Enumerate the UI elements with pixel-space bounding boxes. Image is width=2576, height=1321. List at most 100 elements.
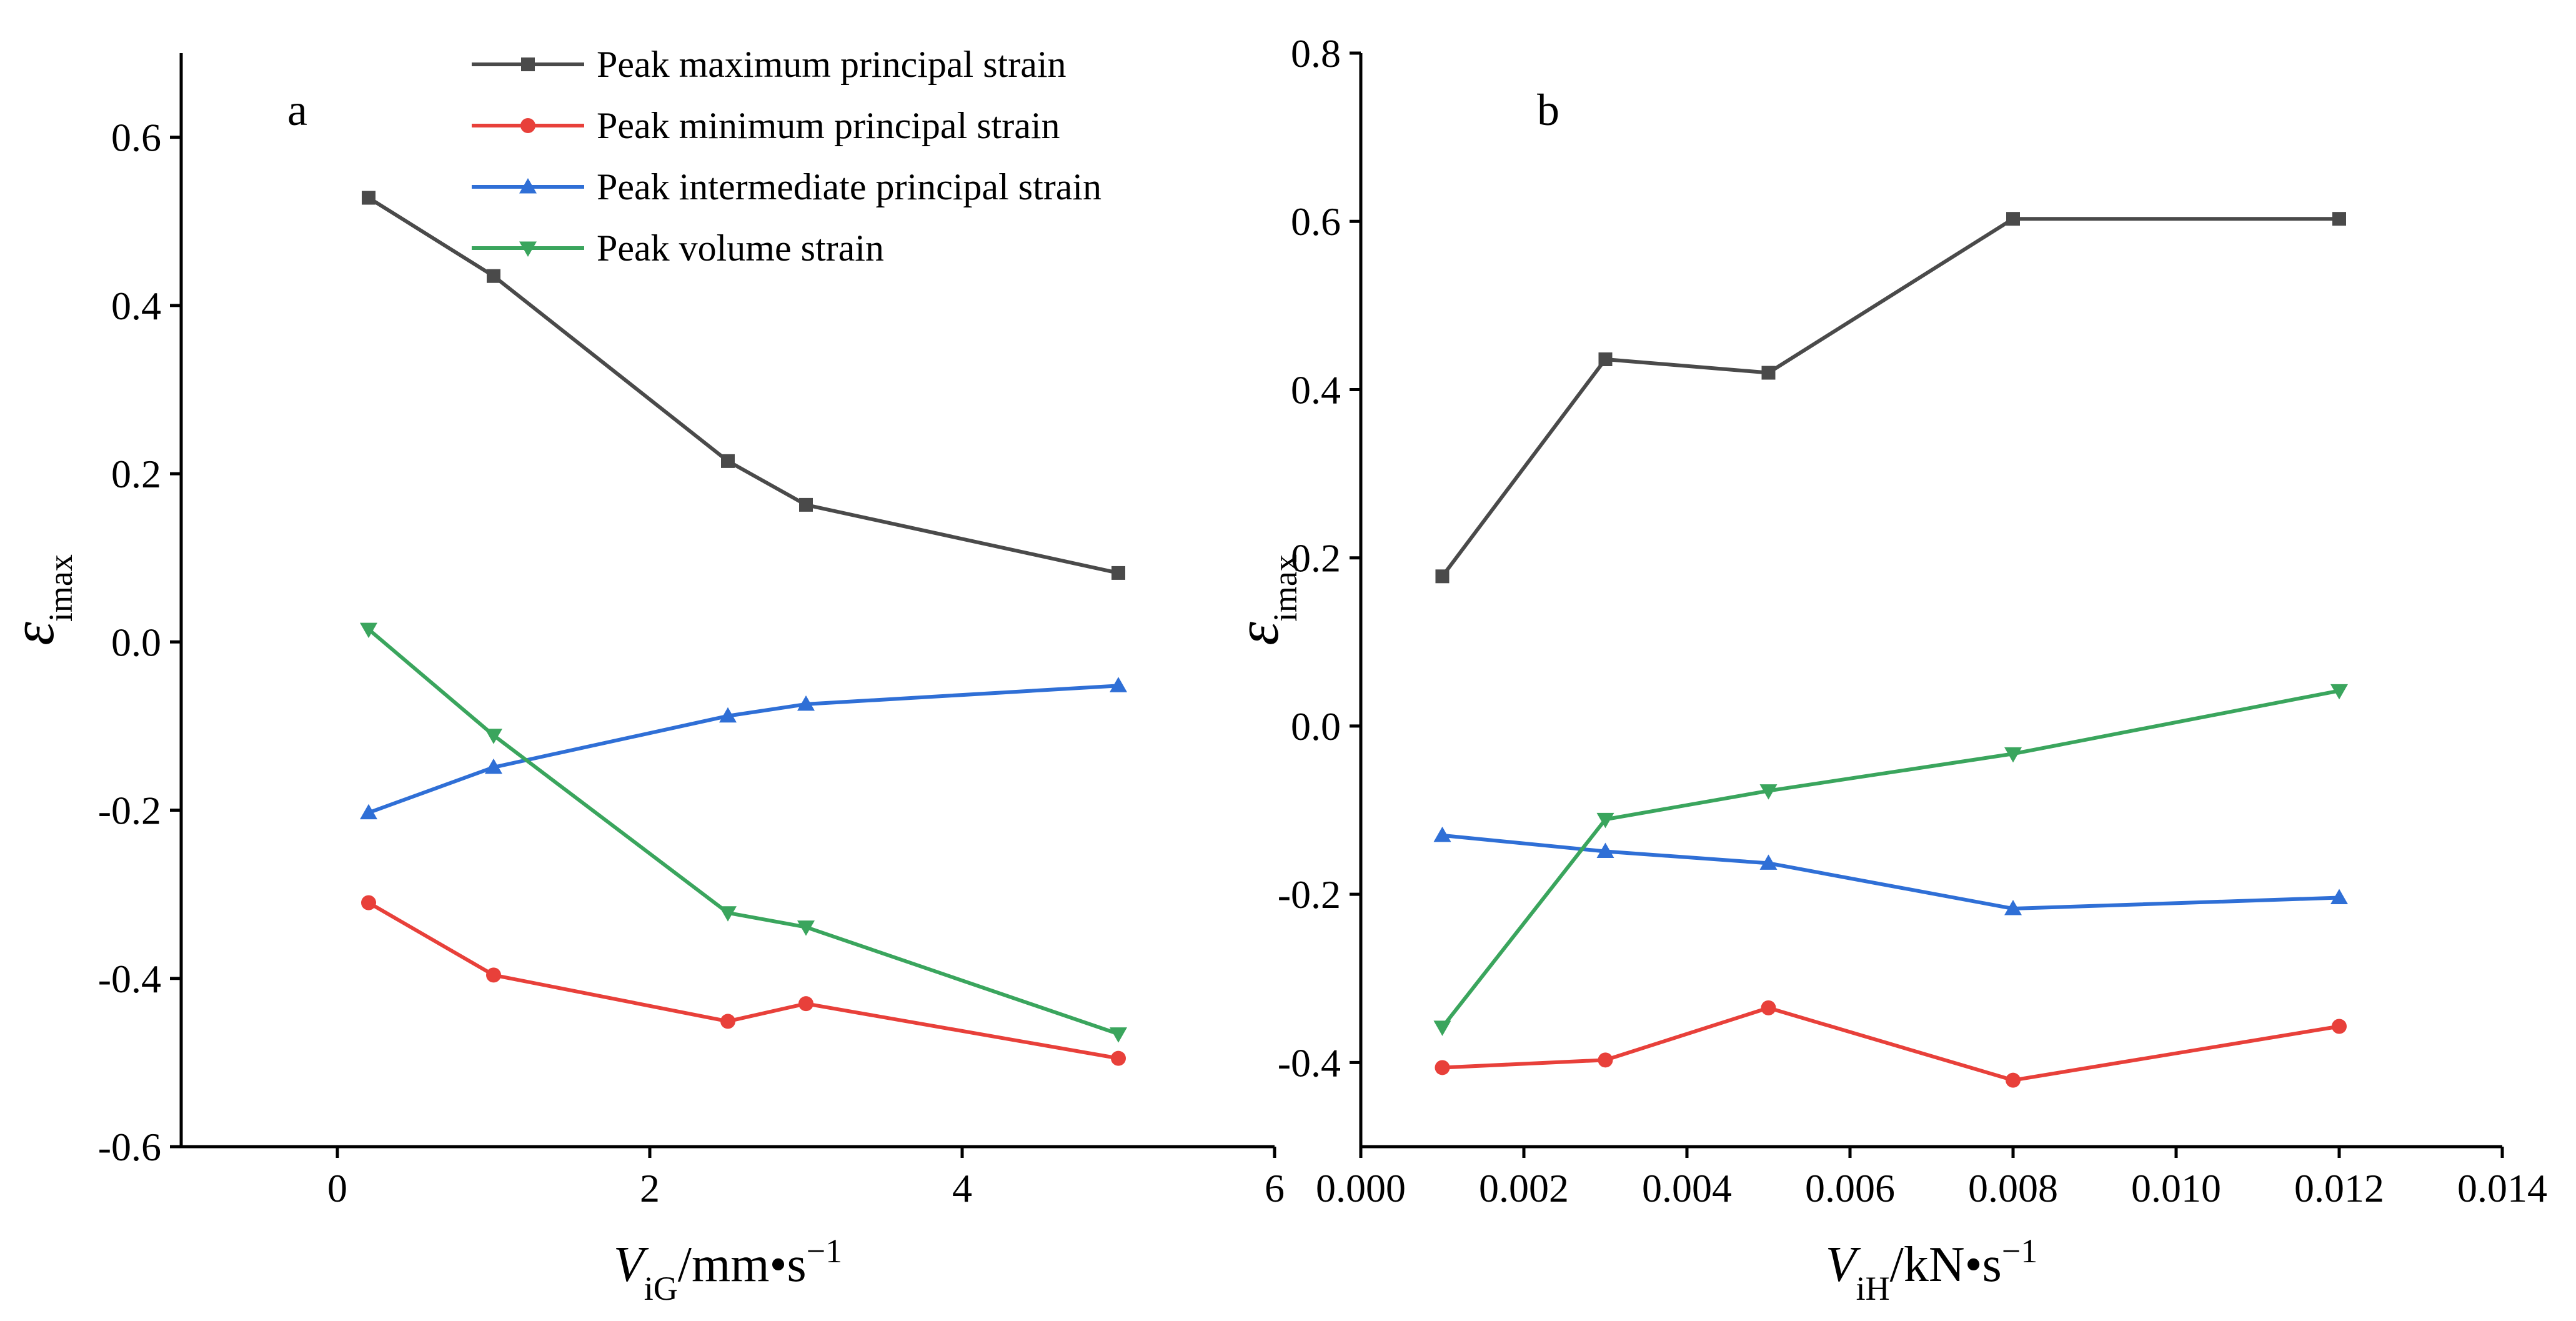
x-tick-label: 0.002 (1479, 1166, 1569, 1210)
legend-label: Peak maximum principal strain (597, 44, 1067, 85)
y-tick-label: -0.2 (98, 789, 161, 833)
panel-label: b (1537, 85, 1559, 135)
data-point (1111, 566, 1125, 580)
series-line (1441, 689, 2340, 1029)
x-tick-label: 0.008 (1968, 1166, 2058, 1210)
legend-label: Peak volume strain (597, 227, 884, 269)
data-point (485, 758, 502, 774)
data-point (1759, 854, 1778, 870)
data-point (1110, 1027, 1127, 1043)
x-tick-label: 0.004 (1642, 1166, 1732, 1210)
data-point (2004, 900, 2022, 915)
x-tick-label: 0.014 (2457, 1166, 2547, 1210)
x-tick-label: 0 (327, 1166, 347, 1210)
panel-a: -0.6 -0.4 -0.2 0.0 0.2 0.4 0.6 0 2 4 6 a ViG/mm•s−1 ε… (0, 53, 1285, 1307)
y-tick-label: 0.6 (111, 116, 161, 160)
data-point (1111, 1050, 1126, 1066)
data-point (1759, 784, 1778, 800)
series-triangle-up (360, 677, 1127, 820)
data-point (362, 191, 375, 205)
data-point (719, 906, 737, 922)
series-line (367, 627, 1119, 1036)
y-tick-label: 0.4 (111, 284, 161, 328)
data-point (1433, 826, 1451, 842)
data-point (1435, 569, 1450, 584)
data-point (360, 622, 377, 639)
legend: Peak maximum principal strain Peak minimu… (472, 44, 1102, 269)
legend-label: Peak minimum principal strain (597, 105, 1060, 146)
series-square (1435, 212, 2346, 584)
series-triangle-down (360, 622, 1127, 1043)
series-triangle-up (1433, 826, 2348, 915)
y-tick-label: -0.6 (98, 1125, 161, 1169)
legend-marker (519, 241, 537, 257)
y-tick-label: 0.8 (1291, 31, 1341, 76)
data-point (797, 695, 815, 711)
data-point (1598, 1052, 1613, 1068)
data-point (2006, 1072, 2021, 1088)
series-triangle-down (1433, 684, 2348, 1036)
data-point (487, 269, 500, 283)
y-tick-label: 0.0 (1291, 704, 1341, 749)
x-tick-label: 4 (952, 1166, 972, 1210)
series-line (367, 684, 1119, 815)
data-point (797, 920, 815, 936)
data-point (1433, 1020, 1451, 1036)
y-tick-label: 0.4 (1291, 367, 1341, 412)
data-point (2332, 1019, 2347, 1034)
data-point (361, 895, 376, 910)
data-point (799, 497, 813, 512)
panel-label: a (287, 85, 307, 135)
data-point (719, 707, 737, 723)
data-point (485, 729, 502, 744)
series-line (367, 901, 1119, 1060)
y-tick-label: -0.4 (1278, 1040, 1341, 1085)
data-point (1761, 1000, 1776, 1015)
data-point (2332, 212, 2346, 226)
x-tick-label: 0.012 (2294, 1166, 2384, 1210)
legend-label: Peak intermediate principal strain (597, 166, 1102, 207)
data-point (1596, 812, 1614, 829)
data-point (2006, 212, 2020, 226)
data-point (360, 804, 377, 820)
axes-frame (179, 53, 1275, 1149)
y-tick-label: -0.4 (98, 957, 161, 1001)
series-square (362, 191, 1125, 580)
x-axis-title: ViH/kN•s−1 (1826, 1232, 2037, 1307)
y-tick-label: 0.2 (111, 452, 161, 496)
series-line (1441, 217, 2339, 578)
data-point (2330, 684, 2348, 700)
legend-marker (519, 178, 537, 194)
legend-marker (521, 57, 535, 71)
y-tick-label: -0.2 (1278, 872, 1341, 917)
y-tick-label: 0.0 (111, 620, 161, 664)
data-point (721, 454, 735, 468)
data-point (1110, 677, 1127, 692)
x-axis-title: ViG/mm•s−1 (614, 1232, 842, 1307)
y-axis-title: εimax (1224, 554, 1304, 646)
data-point (1598, 352, 1613, 366)
x-tick-label: 0.000 (1316, 1166, 1406, 1210)
series-line (1442, 1005, 2340, 1082)
panel-b: -0.4 -0.2 0.0 0.2 0.4 0.6 0.8 0.000 0.002 0.004 0.… (1224, 31, 2547, 1307)
y-tick-label: 0.2 (1291, 536, 1341, 581)
legend-marker (520, 118, 535, 133)
x-tick-label: 0.010 (2131, 1166, 2221, 1210)
data-point (1596, 842, 1614, 858)
data-point (720, 1014, 735, 1029)
x-tick-label: 0.006 (1805, 1166, 1895, 1210)
data-point (798, 996, 813, 1012)
series-circle (361, 895, 1126, 1066)
data-point (2330, 889, 2348, 905)
y-axis-title: εimax (0, 554, 79, 646)
x-tick-label: 6 (1265, 1166, 1285, 1210)
series-circle (1435, 1000, 2347, 1088)
data-point (1435, 1060, 1450, 1075)
x-tick-label: 2 (640, 1166, 660, 1210)
data-point (486, 967, 501, 983)
y-tick-label: 0.6 (1291, 199, 1341, 244)
data-point (2004, 747, 2022, 763)
data-point (1761, 366, 1776, 380)
series-line (1442, 833, 2340, 911)
